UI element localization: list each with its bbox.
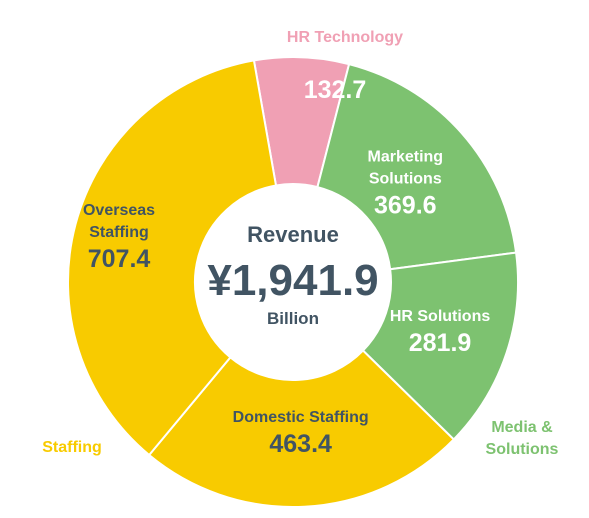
center-title: Revenue — [247, 222, 339, 247]
slice-domestic-staffing — [147, 349, 456, 508]
segment-name-overseas-staffing-line-2: Staffing — [89, 224, 149, 241]
segment-name-marketing-solutions-line-2: Solutions — [369, 171, 442, 188]
segment-value-hr-technology: 132.7 — [304, 76, 367, 104]
segment-value-domestic-staffing: 463.4 — [269, 430, 332, 458]
donut-slices — [67, 56, 519, 508]
center-unit: Billion — [267, 309, 319, 328]
segment-name-overseas-staffing-line-1: Overseas — [83, 202, 155, 219]
center-total-value: ¥1,941.9 — [207, 256, 378, 305]
segment-value-marketing-solutions: 369.6 — [374, 192, 437, 220]
segment-name-marketing-solutions-line-1: Marketing — [367, 149, 443, 166]
group-label-media-and-solutions-line-1: Media & — [491, 419, 553, 436]
segment-labels: HR Technology 132.7 Marketing Solutions 369.… — [83, 29, 490, 458]
slice-overseas-staffing — [67, 59, 278, 457]
slice-hr-solutions — [361, 251, 519, 441]
group-label-media-and-solutions-line-2: Solutions — [486, 441, 559, 458]
segment-name-hr-technology: HR Technology — [287, 29, 403, 46]
slice-marketing-solutions — [316, 62, 518, 271]
group-label-staffing: Staffing — [42, 439, 102, 456]
segment-name-domestic-staffing: Domestic Staffing — [233, 409, 369, 426]
center-label: Revenue ¥1,941.9 Billion — [207, 222, 378, 328]
segment-value-hr-solutions: 281.9 — [409, 329, 472, 357]
segment-value-overseas-staffing: 707.4 — [88, 245, 151, 273]
group-labels: Media & Solutions Staffing — [42, 419, 558, 458]
segment-name-hr-solutions: HR Solutions — [390, 308, 491, 325]
